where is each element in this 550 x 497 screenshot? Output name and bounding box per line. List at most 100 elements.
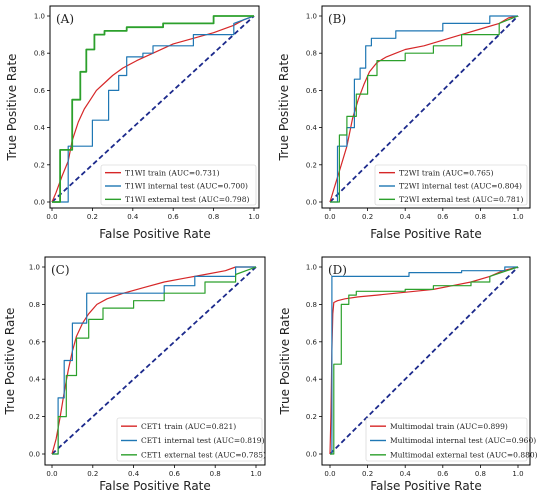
- roc-panel-d: (D) False Positive Rate True Positive Ra…: [278, 256, 538, 493]
- x-ticks: 0.0 0.2 0.4 0.6 0.8 1.0: [46, 208, 260, 221]
- plot-frame: [44, 256, 266, 466]
- legend-entry-label: T2WI internal test (AUC=0.804): [399, 182, 522, 191]
- legend-entry-label: Multimodal internal test (AUC=0.960): [390, 436, 536, 445]
- x-tick-label: 0.4: [128, 470, 140, 478]
- y-tick-label: 0.6: [306, 87, 318, 95]
- legend-entry-label: T1WI train (AUC=0.731): [125, 168, 220, 177]
- legend-entry-label: Multimodal train (AUC=0.899): [390, 422, 508, 431]
- chance-diagonal-line: [51, 15, 255, 203]
- y-tick-label: 0.2: [306, 161, 317, 169]
- y-axis-label: True Positive Rate: [5, 54, 19, 162]
- legend-entry-label: T1WI external test (AUC=0.798): [125, 195, 249, 204]
- y-ticks: 0.0 0.2 0.4 0.6 0.8 1.0: [34, 13, 50, 207]
- legend-entry-label: CET1 external test (AUC=0.785): [141, 451, 266, 460]
- panel-label: (C): [51, 263, 70, 277]
- y-tick-label: 0.8: [306, 50, 317, 58]
- legend-box: [365, 417, 528, 462]
- y-ticks: 0.0 0.2 0.4 0.6 0.8 1.0: [306, 13, 322, 207]
- x-tick-label: 0.4: [400, 470, 412, 478]
- legend: T2WI train (AUC=0.765) T2WI internal test…: [374, 164, 528, 206]
- y-tick-label: 0.4: [34, 124, 46, 132]
- x-tick-label: 0.2: [87, 213, 98, 221]
- y-tick-label: 0.2: [34, 161, 45, 169]
- legend-entry-label: CET1 internal test (AUC=0.819): [141, 436, 265, 445]
- chance-diagonal-line: [329, 266, 519, 455]
- roc-curves: [51, 266, 257, 455]
- x-tick-label: 0.0: [324, 213, 335, 221]
- legend-entry-label: T1WI internal test (AUC=0.700): [125, 182, 248, 191]
- legend-entry-label: T2WI train (AUC=0.765): [399, 168, 494, 177]
- roc-panel-a: (A) False Positive Rate True Positive Ra…: [5, 5, 260, 241]
- y-tick-label: 0.4: [306, 376, 318, 384]
- roc-curve-train: [51, 15, 255, 203]
- x-tick-label: 0.8: [210, 470, 221, 478]
- x-ticks: 0.0 0.2 0.4 0.6 0.8 1.0: [324, 208, 524, 221]
- x-tick-label: 0.0: [46, 213, 57, 221]
- roc-curves: [329, 266, 519, 455]
- y-tick-label: 1.0: [306, 264, 317, 272]
- roc-curve-internal-test: [52, 266, 256, 455]
- y-tick-label: 1.0: [34, 13, 45, 21]
- x-tick-label: 0.0: [46, 470, 57, 478]
- roc-curve-internal-test: [52, 15, 255, 203]
- roc-curves: [329, 15, 519, 203]
- x-tick-label: 0.4: [400, 213, 412, 221]
- x-tick-label: 1.0: [250, 470, 261, 478]
- chance-diagonal-line: [51, 266, 257, 455]
- y-tick-label: 0.8: [34, 50, 45, 58]
- x-tick-label: 0.8: [208, 213, 219, 221]
- x-tick-label: 0.6: [168, 213, 180, 221]
- y-tick-label: 0.8: [29, 301, 40, 309]
- x-tick-label: 1.0: [512, 213, 523, 221]
- x-ticks: 0.0 0.2 0.4 0.6 0.8 1.0: [46, 465, 262, 478]
- y-tick-label: 0.0: [306, 199, 317, 207]
- y-axis-label: True Positive Rate: [3, 308, 17, 416]
- roc-curve-external-test: [330, 15, 519, 203]
- plot-frame: [49, 5, 260, 209]
- y-tick-label: 0.4: [29, 376, 41, 384]
- roc-panel-c: (C) False Positive Rate True Positive Ra…: [3, 256, 266, 493]
- x-tick-label: 0.8: [475, 213, 486, 221]
- legend-box: [374, 164, 528, 206]
- roc-curve-external-test: [52, 15, 254, 203]
- y-tick-label: 0.0: [306, 451, 317, 459]
- legend-box: [100, 164, 257, 206]
- legend-entry-label: T2WI external test (AUC=0.781): [399, 195, 523, 204]
- roc-curve-internal-test: [330, 15, 518, 203]
- y-tick-label: 0.6: [306, 338, 318, 346]
- roc-panel-b: (B) False Positive Rate True Positive Ra…: [277, 5, 531, 241]
- legend-entry-label: Multimodal external test (AUC=0.880): [390, 451, 538, 460]
- roc-curves: [51, 15, 255, 203]
- legend: Multimodal train (AUC=0.899) Multimodal i…: [365, 417, 538, 462]
- x-tick-label: 1.0: [512, 470, 523, 478]
- x-tick-label: 0.2: [87, 470, 98, 478]
- roc-curve-internal-test: [330, 266, 518, 455]
- x-tick-label: 0.2: [362, 470, 373, 478]
- legend-box: [116, 417, 263, 462]
- x-tick-label: 1.0: [248, 213, 259, 221]
- y-tick-label: 0.4: [306, 124, 318, 132]
- x-axis-label: False Positive Rate: [370, 479, 482, 493]
- y-tick-label: 0.8: [306, 301, 317, 309]
- panel-label: (B): [328, 12, 346, 26]
- y-tick-label: 0.2: [29, 413, 40, 421]
- panel-label: (D): [328, 263, 347, 277]
- roc-curve-external-test: [52, 266, 257, 455]
- x-ticks: 0.0 0.2 0.4 0.6 0.8 1.0: [324, 465, 524, 478]
- x-tick-label: 0.6: [437, 470, 449, 478]
- y-axis-label: True Positive Rate: [278, 308, 292, 416]
- y-tick-label: 0.6: [34, 87, 46, 95]
- legend-entry-label: CET1 train (AUC=0.821): [141, 422, 236, 431]
- plot-frame: [321, 5, 531, 209]
- x-axis-label: False Positive Rate: [99, 227, 211, 241]
- plot-frame: [321, 256, 531, 466]
- panel-label: (A): [56, 12, 74, 26]
- y-tick-label: 1.0: [29, 264, 40, 272]
- legend: CET1 train (AUC=0.821) CET1 internal test…: [116, 417, 266, 462]
- x-tick-label: 0.6: [169, 470, 181, 478]
- x-tick-label: 0.4: [127, 213, 139, 221]
- x-tick-label: 0.6: [437, 213, 449, 221]
- y-ticks: 0.0 0.2 0.4 0.6 0.8 1.0: [306, 264, 322, 459]
- legend: T1WI train (AUC=0.731) T1WI internal test…: [100, 164, 257, 206]
